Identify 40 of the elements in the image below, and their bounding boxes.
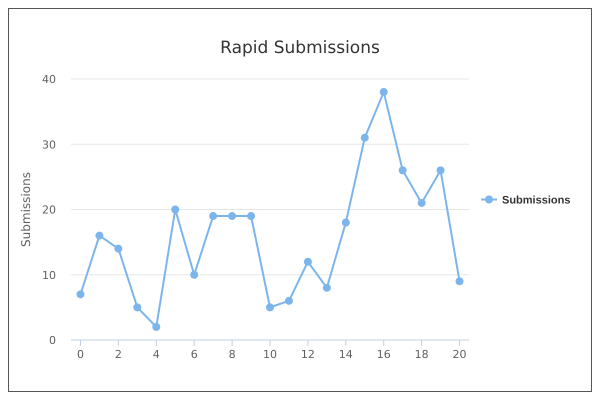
x-tick-label: 14 bbox=[338, 348, 353, 361]
y-tick-label: 0 bbox=[49, 334, 56, 347]
point bbox=[322, 284, 331, 292]
point bbox=[190, 270, 198, 279]
y-tick-label: 30 bbox=[42, 138, 56, 152]
chart-title: Rapid Submissions bbox=[220, 38, 380, 58]
point bbox=[247, 212, 256, 220]
point bbox=[398, 166, 407, 174]
point bbox=[360, 134, 369, 142]
point bbox=[171, 206, 180, 214]
x-tick-label: 4 bbox=[152, 348, 160, 361]
y-tick-label: 10 bbox=[42, 268, 56, 282]
x-tick-label: 18 bbox=[414, 348, 429, 361]
point bbox=[284, 296, 293, 305]
legend-label: Submissions bbox=[502, 194, 570, 206]
point bbox=[228, 212, 236, 220]
x-tick-label: 12 bbox=[300, 348, 315, 361]
x-tick-label: 6 bbox=[190, 348, 198, 361]
x-tick-label: 16 bbox=[376, 348, 391, 361]
point bbox=[209, 212, 218, 220]
point bbox=[95, 232, 104, 240]
point bbox=[76, 290, 84, 298]
x-tick-label: 8 bbox=[228, 348, 236, 361]
x-tick-label: 20 bbox=[452, 348, 467, 361]
y-tick-label: 40 bbox=[42, 73, 56, 86]
x-tick-label: 10 bbox=[263, 348, 277, 361]
point bbox=[304, 258, 312, 266]
y-tick-label: 20 bbox=[42, 204, 56, 216]
point bbox=[418, 198, 426, 207]
point bbox=[380, 88, 388, 96]
point bbox=[456, 277, 464, 286]
x-tick-label: 2 bbox=[114, 348, 122, 361]
point bbox=[342, 218, 350, 227]
x-tick-label: 0 bbox=[76, 348, 84, 361]
point bbox=[152, 322, 160, 331]
point bbox=[436, 166, 445, 174]
y-axis-title: Submissions bbox=[19, 172, 33, 247]
point bbox=[266, 303, 274, 312]
point bbox=[133, 303, 142, 312]
point bbox=[114, 244, 122, 253]
